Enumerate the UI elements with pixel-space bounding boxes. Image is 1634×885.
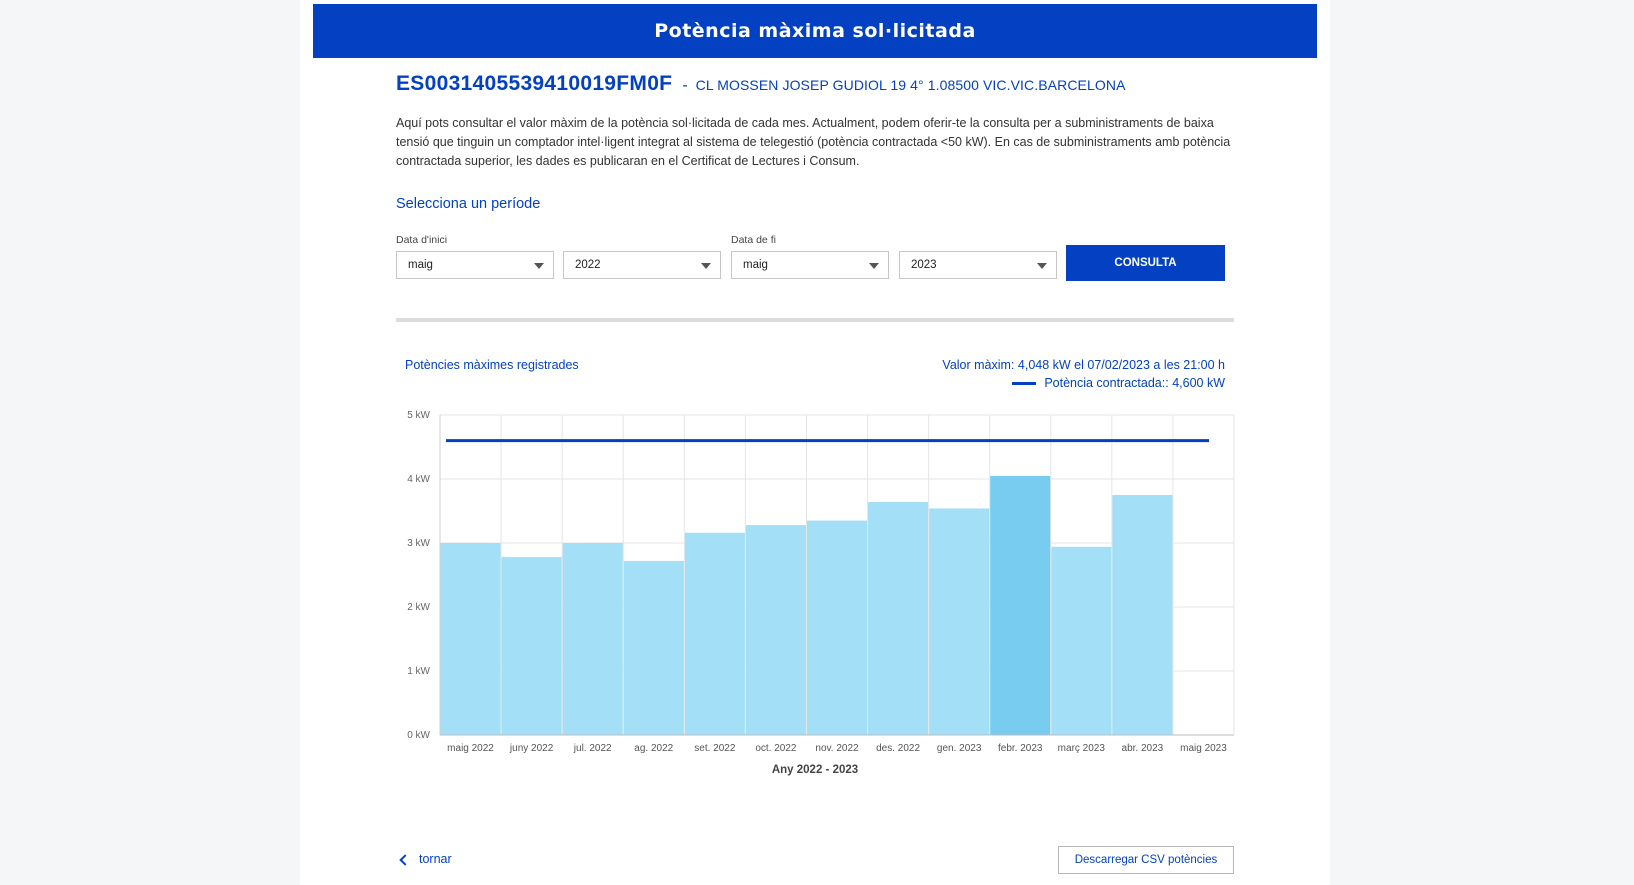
bar: [1112, 495, 1173, 735]
bar: [684, 532, 745, 735]
x-tick-label: des. 2022: [876, 743, 920, 754]
contracted-power-value: 4,600 kW: [1172, 376, 1225, 390]
consulta-button[interactable]: CONSULTA: [1066, 245, 1225, 281]
y-tick-label: 2 kW: [407, 602, 430, 613]
cups-code: ES0031405539410019FM0F: [396, 72, 673, 95]
start-year-value: 2022: [575, 259, 601, 271]
y-tick-label: 3 kW: [407, 538, 430, 549]
bar: [623, 560, 684, 735]
legend-line-swatch: [1012, 381, 1037, 385]
section-divider: [396, 318, 1234, 322]
start-date-label: Data d'inici: [396, 234, 448, 246]
start-month-value: maig: [408, 259, 433, 271]
y-tick-label: 4 kW: [407, 474, 430, 485]
chevron-down-icon: [701, 263, 711, 269]
max-value-label: Valor màxim:: [942, 358, 1015, 372]
bar: [990, 475, 1051, 735]
chevron-down-icon: [1037, 263, 1047, 269]
x-tick-label: gen. 2023: [937, 743, 982, 754]
end-month-select[interactable]: maig: [731, 251, 889, 279]
x-axis-title: Any 2022 - 2023: [771, 764, 859, 776]
x-tick-label: jul. 2022: [573, 743, 612, 754]
period-title: Selecciona un període: [396, 196, 541, 212]
page-title: Potència màxima sol·licitada: [654, 20, 976, 42]
contracted-power-label: Potència contractada::: [1044, 376, 1169, 390]
end-year-select[interactable]: 2023: [899, 251, 1057, 279]
bar: [929, 508, 990, 735]
bar: [562, 543, 623, 735]
bar: [868, 502, 929, 735]
start-year-select[interactable]: 2022: [563, 251, 721, 279]
supply-info: ES0031405539410019FM0F - CL MOSSEN JOSEP…: [396, 72, 1126, 102]
bar: [745, 525, 806, 735]
end-date-label: Data de fi: [731, 234, 776, 246]
supply-address: CL MOSSEN JOSEP GUDIOL 19 4° 1.08500 VIC…: [695, 77, 1126, 93]
bar: [440, 543, 501, 735]
back-link-label: tornar: [419, 852, 452, 866]
bar: [501, 557, 562, 735]
x-tick-label: maig 2023: [1180, 743, 1227, 754]
content-panel: [300, 0, 1330, 885]
x-tick-label: ag. 2022: [634, 743, 673, 754]
chart-title: Potències màximes registrades: [405, 358, 579, 372]
x-tick-label: oct. 2022: [755, 743, 797, 754]
x-tick-label: març 2023: [1058, 743, 1106, 754]
end-month-value: maig: [743, 259, 768, 271]
max-value-info: Valor màxim: 4,048 kW el 07/02/2023 a le…: [942, 358, 1225, 372]
max-value-text: 4,048 kW el 07/02/2023 a les 21:00 h: [1017, 358, 1225, 372]
intro-text: Aquí pots consultar el valor màxim de la…: [396, 116, 1231, 168]
x-tick-label: nov. 2022: [815, 743, 859, 754]
x-tick-label: set. 2022: [694, 743, 736, 754]
bar: [1051, 546, 1112, 735]
power-bar-chart: 0 kW 1 kW 2 kW 3 kW 4 kW 5 kW maig 2022 juny 20…: [407, 410, 1235, 754]
y-tick-label: 5 kW: [407, 410, 430, 421]
supply-separator: -: [682, 77, 688, 94]
download-csv-button[interactable]: Descarregar CSV potències: [1058, 846, 1234, 874]
y-tick-label: 1 kW: [407, 666, 430, 677]
start-month-select[interactable]: maig: [396, 251, 554, 279]
x-tick-label: maig 2022: [447, 743, 494, 754]
back-link[interactable]: tornar: [399, 852, 452, 866]
y-tick-label: 0 kW: [407, 730, 430, 741]
x-tick-label: abr. 2023: [1122, 743, 1164, 754]
chevron-left-icon: [399, 854, 411, 866]
bar: [806, 520, 868, 735]
x-tick-label: juny 2022: [509, 743, 554, 754]
chevron-down-icon: [534, 263, 544, 269]
contracted-power-legend: Potència contractada:: 4,600 kW: [1012, 376, 1225, 390]
x-tick-label: febr. 2023: [998, 743, 1043, 754]
chevron-down-icon: [869, 263, 879, 269]
end-year-value: 2023: [911, 259, 937, 271]
page-header: Potència màxima sol·licitada: [313, 4, 1317, 58]
